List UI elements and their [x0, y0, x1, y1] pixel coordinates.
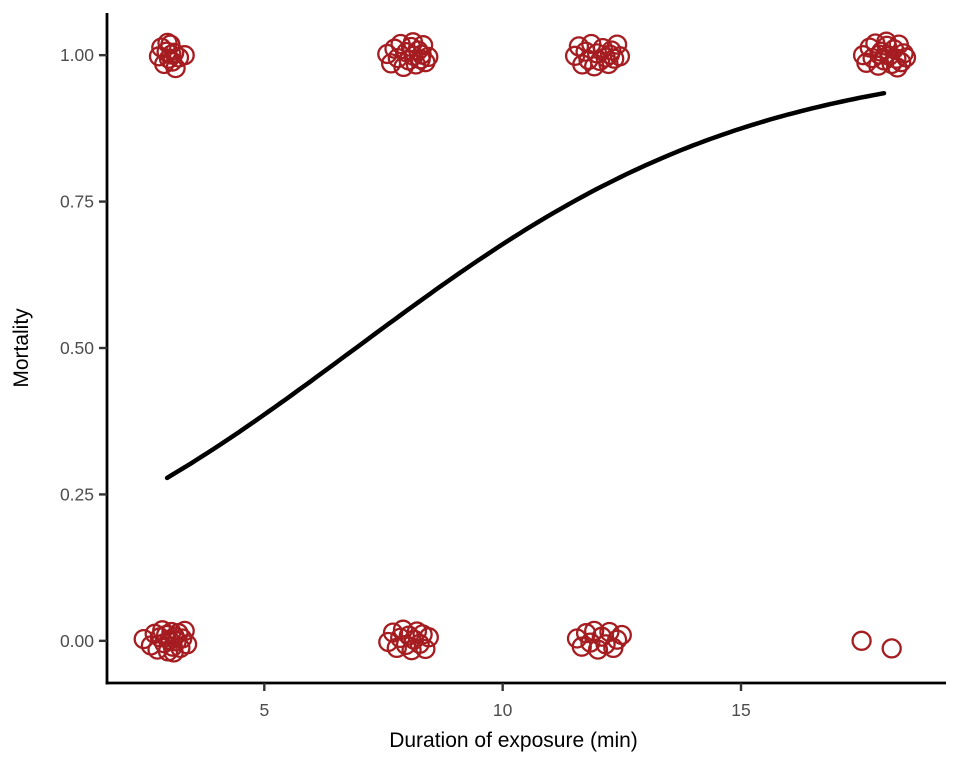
data-point-exposure-8min-alive: [418, 627, 439, 648]
data-point-exposure-8min-alive: [392, 619, 414, 640]
data-point-exposure-3min-dead: [174, 45, 195, 66]
y-tick-label: 0.75: [60, 192, 94, 212]
x-axis-title: Duration of exposure (min): [389, 729, 638, 752]
x-tick-label: 10: [493, 700, 513, 720]
data-point-exposure-3min-dead: [157, 32, 178, 54]
data-point-exposure-3min-alive: [133, 628, 154, 650]
x-tick-label: 5: [259, 700, 269, 720]
data-point-exposure-12min-alive: [575, 623, 597, 644]
data-point-exposure-8min-dead: [384, 38, 405, 59]
data-point-exposure-8min-dead: [402, 32, 424, 53]
data-point-exposure-8min-alive: [386, 637, 407, 659]
logistic-fit-curve: [164, 90, 887, 481]
data-point-exposure-18min-dead: [869, 44, 890, 65]
data-point-exposure-8min-dead: [393, 56, 414, 78]
data-point-exposure-12min-alive: [611, 624, 632, 646]
data-point-exposure-18min-dead: [891, 52, 912, 73]
data-point-exposure-18min-alive: [851, 630, 872, 651]
y-tick-label: 0.00: [60, 631, 94, 651]
data-point-exposure-8min-alive: [415, 638, 436, 660]
data-point-exposure-12min-alive: [606, 629, 628, 650]
fit-curve-layer: [164, 90, 887, 481]
y-axis-title: Mortality: [10, 308, 33, 388]
data-point-exposure-3min-dead: [164, 42, 185, 63]
data-point-exposure-12min-dead: [606, 34, 628, 55]
data-point-exposure-12min-dead: [609, 46, 631, 67]
data-point-exposure-18min-alive: [881, 638, 902, 659]
y-tick-label: 1.00: [60, 45, 94, 65]
data-point-exposure-8min-dead: [418, 46, 439, 68]
data-point-exposure-12min-dead: [599, 44, 621, 65]
x-tick-label: 15: [731, 700, 750, 720]
data-point-exposure-3min-alive: [174, 620, 195, 642]
data-point-exposure-18min-dead: [887, 57, 908, 78]
data-point-exposure-3min-alive: [163, 642, 184, 663]
data-point-exposure-12min-alive: [580, 632, 601, 653]
axes-layer: [99, 13, 946, 691]
axis-labels-layer: 0.00 0.25 0.50 0.75 1.00 5 10 15 Duration of exp…: [10, 45, 751, 752]
y-tick-label: 0.50: [60, 338, 94, 358]
y-tick-label: 0.25: [60, 484, 94, 504]
data-points-layer: [133, 31, 917, 663]
